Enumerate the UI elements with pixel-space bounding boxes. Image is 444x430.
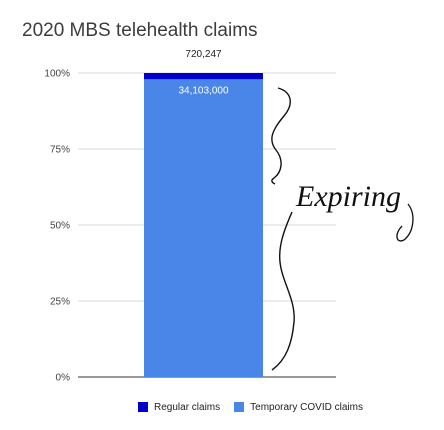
legend-item-covid: Temporary COVID claims — [234, 402, 363, 413]
data-label-temporary-covid: 34,103,000 — [178, 85, 228, 96]
y-tick-label: 100% — [44, 69, 70, 80]
bar-segment-temporary-covid — [144, 79, 263, 378]
legend-swatch-regular — [138, 402, 148, 412]
annotation: Expiring — [271, 87, 414, 371]
brace-lower — [271, 211, 295, 371]
bar-segment-regular — [144, 73, 263, 80]
chart-title: 2020 MBS telehealth claims — [22, 20, 258, 41]
bars — [144, 73, 263, 378]
y-tick-label: 25% — [50, 297, 70, 308]
y-tick-label: 50% — [50, 221, 70, 232]
data-labels: 34,103,000 720,247 — [178, 49, 228, 96]
legend-swatch-covid — [234, 402, 245, 412]
legend-label-regular: Regular claims — [154, 401, 221, 413]
data-label-regular: 720,247 — [185, 49, 222, 60]
legend: Regular claims Temporary COVID claims — [138, 400, 363, 414]
legend-label-covid: Temporary COVID claims — [250, 401, 363, 413]
y-tick-label: 75% — [50, 145, 70, 156]
legend-item-regular: Regular claims — [138, 402, 220, 413]
y-axis-ticks: 0% 25% 50% 75% 100% — [44, 69, 70, 384]
annotation-tail — [396, 203, 414, 242]
brace-upper — [271, 87, 291, 185]
y-tick-label: 0% — [56, 373, 71, 384]
annotation-text: Expiring — [295, 180, 401, 213]
